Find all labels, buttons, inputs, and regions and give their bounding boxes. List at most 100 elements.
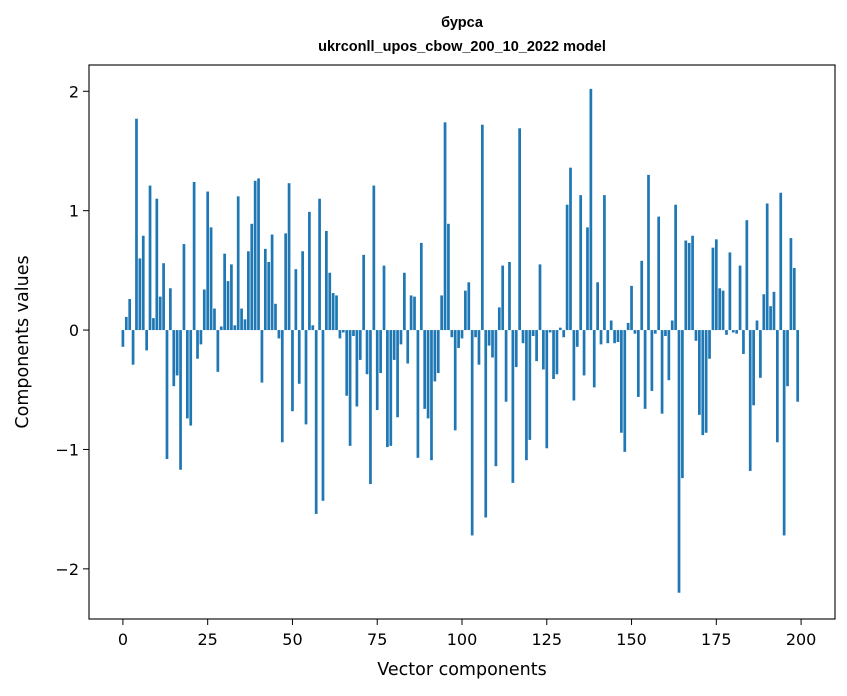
bar bbox=[748, 330, 752, 471]
x-tick-label: 200 bbox=[786, 630, 817, 649]
bar bbox=[643, 330, 647, 409]
bar bbox=[375, 330, 379, 411]
bar bbox=[185, 330, 189, 419]
bar bbox=[236, 196, 240, 331]
bar bbox=[192, 182, 196, 331]
plot-frame bbox=[88, 64, 836, 620]
y-tick-label: 2 bbox=[69, 82, 79, 101]
bar bbox=[694, 330, 698, 341]
bar bbox=[423, 330, 427, 409]
bar bbox=[487, 330, 491, 346]
bar bbox=[243, 319, 247, 331]
bar bbox=[443, 122, 447, 331]
bar bbox=[392, 330, 396, 360]
y-axis-ticks: −2 −1 0 1 2 bbox=[55, 82, 89, 579]
x-tick-label: 75 bbox=[367, 630, 387, 649]
bar bbox=[413, 296, 416, 331]
bar bbox=[779, 192, 783, 331]
bar bbox=[596, 282, 599, 331]
bar bbox=[467, 282, 471, 331]
bar bbox=[565, 204, 569, 331]
x-tick-label: 25 bbox=[198, 630, 218, 649]
bar bbox=[209, 227, 213, 331]
bar bbox=[338, 330, 342, 339]
bar bbox=[569, 167, 572, 331]
bar bbox=[562, 330, 566, 338]
bar bbox=[447, 223, 450, 331]
bar bbox=[460, 330, 464, 339]
bar bbox=[762, 294, 766, 331]
bar bbox=[772, 291, 776, 331]
bar bbox=[545, 330, 549, 449]
bar bbox=[152, 318, 155, 331]
bar bbox=[708, 330, 711, 359]
x-tick-label: 150 bbox=[616, 630, 647, 649]
bar bbox=[379, 330, 382, 374]
bar bbox=[450, 330, 454, 338]
bar bbox=[525, 330, 528, 461]
bar bbox=[345, 330, 349, 396]
x-tick-label: 50 bbox=[282, 630, 302, 649]
bar bbox=[406, 330, 410, 364]
bar bbox=[396, 330, 399, 418]
x-axis-ticks: 0 25 50 75 100 125 150 175 200 bbox=[118, 619, 817, 649]
bar bbox=[575, 330, 579, 347]
bar bbox=[297, 330, 301, 384]
bar bbox=[145, 330, 148, 351]
bar bbox=[769, 306, 772, 331]
bar bbox=[704, 330, 708, 433]
bar bbox=[314, 330, 318, 514]
bar bbox=[189, 330, 193, 426]
x-tick-label: 175 bbox=[701, 630, 732, 649]
bar bbox=[202, 289, 206, 331]
bar bbox=[755, 320, 759, 331]
bar bbox=[548, 330, 552, 333]
bar bbox=[325, 230, 328, 331]
y-axis-label: Components values bbox=[13, 255, 33, 428]
bar bbox=[735, 330, 739, 334]
y-tick-label: −2 bbox=[55, 560, 79, 579]
bar bbox=[626, 322, 630, 331]
bar bbox=[148, 185, 152, 331]
bar bbox=[508, 262, 511, 331]
bar bbox=[257, 178, 260, 331]
bar bbox=[738, 265, 742, 331]
bar bbox=[389, 330, 393, 446]
bar bbox=[219, 326, 223, 331]
bar bbox=[362, 254, 366, 331]
bar bbox=[291, 330, 294, 412]
bar bbox=[403, 272, 406, 331]
bar bbox=[514, 330, 518, 368]
bar bbox=[416, 330, 420, 458]
bar bbox=[321, 330, 325, 501]
bar bbox=[260, 330, 264, 383]
bar bbox=[616, 330, 620, 342]
bar bbox=[470, 330, 474, 536]
bar bbox=[138, 258, 142, 331]
bar bbox=[511, 330, 515, 483]
bar bbox=[579, 195, 583, 331]
bar bbox=[484, 330, 488, 518]
bar bbox=[419, 242, 423, 331]
bar bbox=[636, 330, 640, 397]
bar bbox=[606, 330, 610, 344]
bar bbox=[328, 272, 332, 331]
bar bbox=[789, 238, 793, 331]
bar bbox=[267, 262, 271, 331]
bar bbox=[369, 330, 372, 485]
bar bbox=[765, 203, 769, 331]
bar bbox=[311, 325, 315, 331]
bar bbox=[613, 330, 616, 344]
x-tick-label: 0 bbox=[118, 630, 128, 649]
bar bbox=[135, 118, 138, 331]
bar bbox=[230, 264, 233, 331]
bar bbox=[172, 330, 176, 387]
bar bbox=[226, 281, 230, 331]
bar bbox=[179, 330, 182, 470]
bar bbox=[436, 330, 440, 374]
bar bbox=[518, 128, 521, 331]
bar bbox=[623, 330, 627, 452]
bar bbox=[592, 330, 596, 388]
bar bbox=[304, 330, 308, 425]
